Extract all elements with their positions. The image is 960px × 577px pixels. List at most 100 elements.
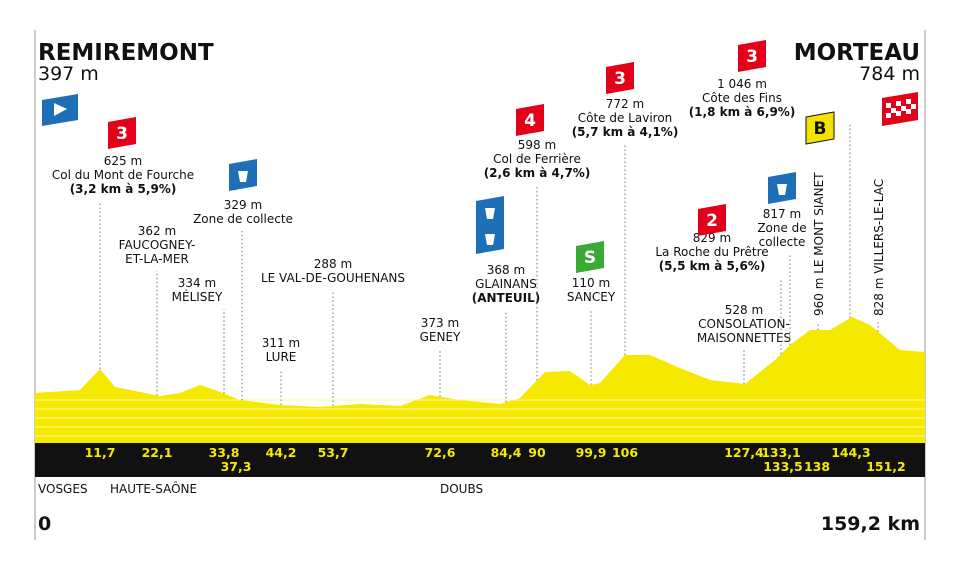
km-label: 84,4 xyxy=(491,445,522,460)
point-label: 311 m xyxy=(262,336,300,350)
finish-name: MORTEAU xyxy=(794,40,920,66)
badge-shape xyxy=(805,111,835,145)
km-label: 44,2 xyxy=(266,445,297,460)
feed-icon xyxy=(238,171,248,182)
badge: B xyxy=(805,111,835,145)
finish-altitude: 784 m xyxy=(859,63,920,85)
point-label: (1,8 km à 6,9%) xyxy=(689,105,796,119)
point-label: GENEY xyxy=(420,330,461,344)
start-altitude: 397 m xyxy=(38,63,99,85)
badge-shape xyxy=(738,40,766,72)
profile-stripes xyxy=(35,399,925,437)
point-label: Col de Ferrière xyxy=(493,152,581,166)
point-label: 1 046 m xyxy=(717,77,767,91)
point-label: 373 m xyxy=(421,316,459,330)
point-label: Côte des Fins xyxy=(702,91,782,105)
badge-shape xyxy=(516,104,544,136)
point-label: (2,6 km à 4,7%) xyxy=(484,166,591,180)
point-label: (ANTEUIL) xyxy=(472,291,541,305)
badge xyxy=(476,222,504,254)
point-label: LURE xyxy=(266,350,297,364)
badge xyxy=(229,159,257,191)
region: HAUTE-SAÔNE xyxy=(110,481,197,496)
badge: 2 xyxy=(698,204,726,236)
km-label: 133,5 xyxy=(763,459,803,474)
point-label: Côte de Laviron xyxy=(578,111,673,125)
badge-text: 2 xyxy=(706,211,718,231)
start-name: REMIREMONT xyxy=(38,40,214,66)
badge-text: B xyxy=(814,119,827,139)
badge-shape xyxy=(698,204,726,236)
point-label: ET-LA-MER xyxy=(125,252,189,266)
vertical-label: 828 m VILLERS-LE-LAC xyxy=(872,179,886,316)
badge-shape xyxy=(606,62,634,94)
badge-text: S xyxy=(584,248,596,268)
badge: 4 xyxy=(516,104,544,136)
badge: S xyxy=(576,241,604,273)
point-label: (3,2 km à 5,9%) xyxy=(70,182,177,196)
km-label: 33,8 xyxy=(209,445,240,460)
point-label: 368 m xyxy=(487,263,525,277)
point-label: (5,5 km à 5,6%) xyxy=(659,259,766,273)
badge-text: 3 xyxy=(614,69,626,89)
point-label: Col du Mont de Fourche xyxy=(52,168,194,182)
point-label: Zone de xyxy=(757,221,806,235)
badge-text: 3 xyxy=(746,47,758,67)
point-label: FAUCOGNEY- xyxy=(119,238,196,252)
badge: 3 xyxy=(738,40,766,72)
point-label: 334 m xyxy=(178,276,216,290)
point-label: 817 m xyxy=(763,207,801,221)
point-label: La Roche du Prêtre xyxy=(655,245,768,259)
point-label: LE VAL-DE-GOUHENANS xyxy=(261,271,405,285)
km-label: 90 xyxy=(528,445,546,460)
point-label: CONSOLATION- xyxy=(698,317,790,331)
km-label: 37,3 xyxy=(221,459,252,474)
point-label: MÉLISEY xyxy=(172,289,223,304)
vertical-label: 960 m LE MONT SIANET xyxy=(812,172,826,316)
point-label: GLAINANS xyxy=(475,277,537,291)
feed-icon xyxy=(485,208,495,219)
point-label: 598 m xyxy=(518,138,556,152)
feed-icon xyxy=(485,234,495,245)
region: VOSGES xyxy=(38,482,88,496)
badge: 3 xyxy=(108,117,136,149)
finish-flag xyxy=(882,92,918,126)
point-label: 110 m xyxy=(572,276,610,290)
point-label: (5,7 km à 4,1%) xyxy=(572,125,679,139)
feed-icon xyxy=(777,184,787,195)
point-label: 329 m xyxy=(224,198,262,212)
km-label: 99,9 xyxy=(576,445,607,460)
point-label: 528 m xyxy=(725,303,763,317)
point-label: MAISONNETTES xyxy=(697,331,791,345)
point-label: Zone de collecte xyxy=(193,212,293,226)
km-label: 127,4 xyxy=(724,445,764,460)
start-flag xyxy=(42,94,78,126)
finish-km: 159,2 km xyxy=(821,513,920,535)
start-km: 0 xyxy=(38,513,51,535)
km-label: 133,1 xyxy=(761,445,801,460)
km-label: 22,1 xyxy=(142,445,173,460)
km-label: 53,7 xyxy=(318,445,349,460)
point-label: 362 m xyxy=(138,224,176,238)
km-label: 138 xyxy=(804,459,830,474)
badge-text: 3 xyxy=(116,124,128,144)
km-label: 144,3 xyxy=(831,445,871,460)
km-label: 11,7 xyxy=(85,445,116,460)
km-label: 106 xyxy=(612,445,638,460)
badge-text: 4 xyxy=(524,111,536,131)
km-label: 72,6 xyxy=(425,445,456,460)
badge: 3 xyxy=(606,62,634,94)
point-label: collecte xyxy=(759,235,806,249)
badge xyxy=(476,196,504,228)
badge xyxy=(768,172,796,204)
elevation-profile xyxy=(35,317,925,443)
point-label: SANCEY xyxy=(567,290,616,304)
point-label: 288 m xyxy=(314,257,352,271)
point-label: 772 m xyxy=(606,97,644,111)
km-label: 151,2 xyxy=(866,459,906,474)
region: DOUBS xyxy=(440,482,483,496)
badge-shape xyxy=(108,117,136,149)
km-band xyxy=(35,443,925,477)
point-label: 625 m xyxy=(104,154,142,168)
